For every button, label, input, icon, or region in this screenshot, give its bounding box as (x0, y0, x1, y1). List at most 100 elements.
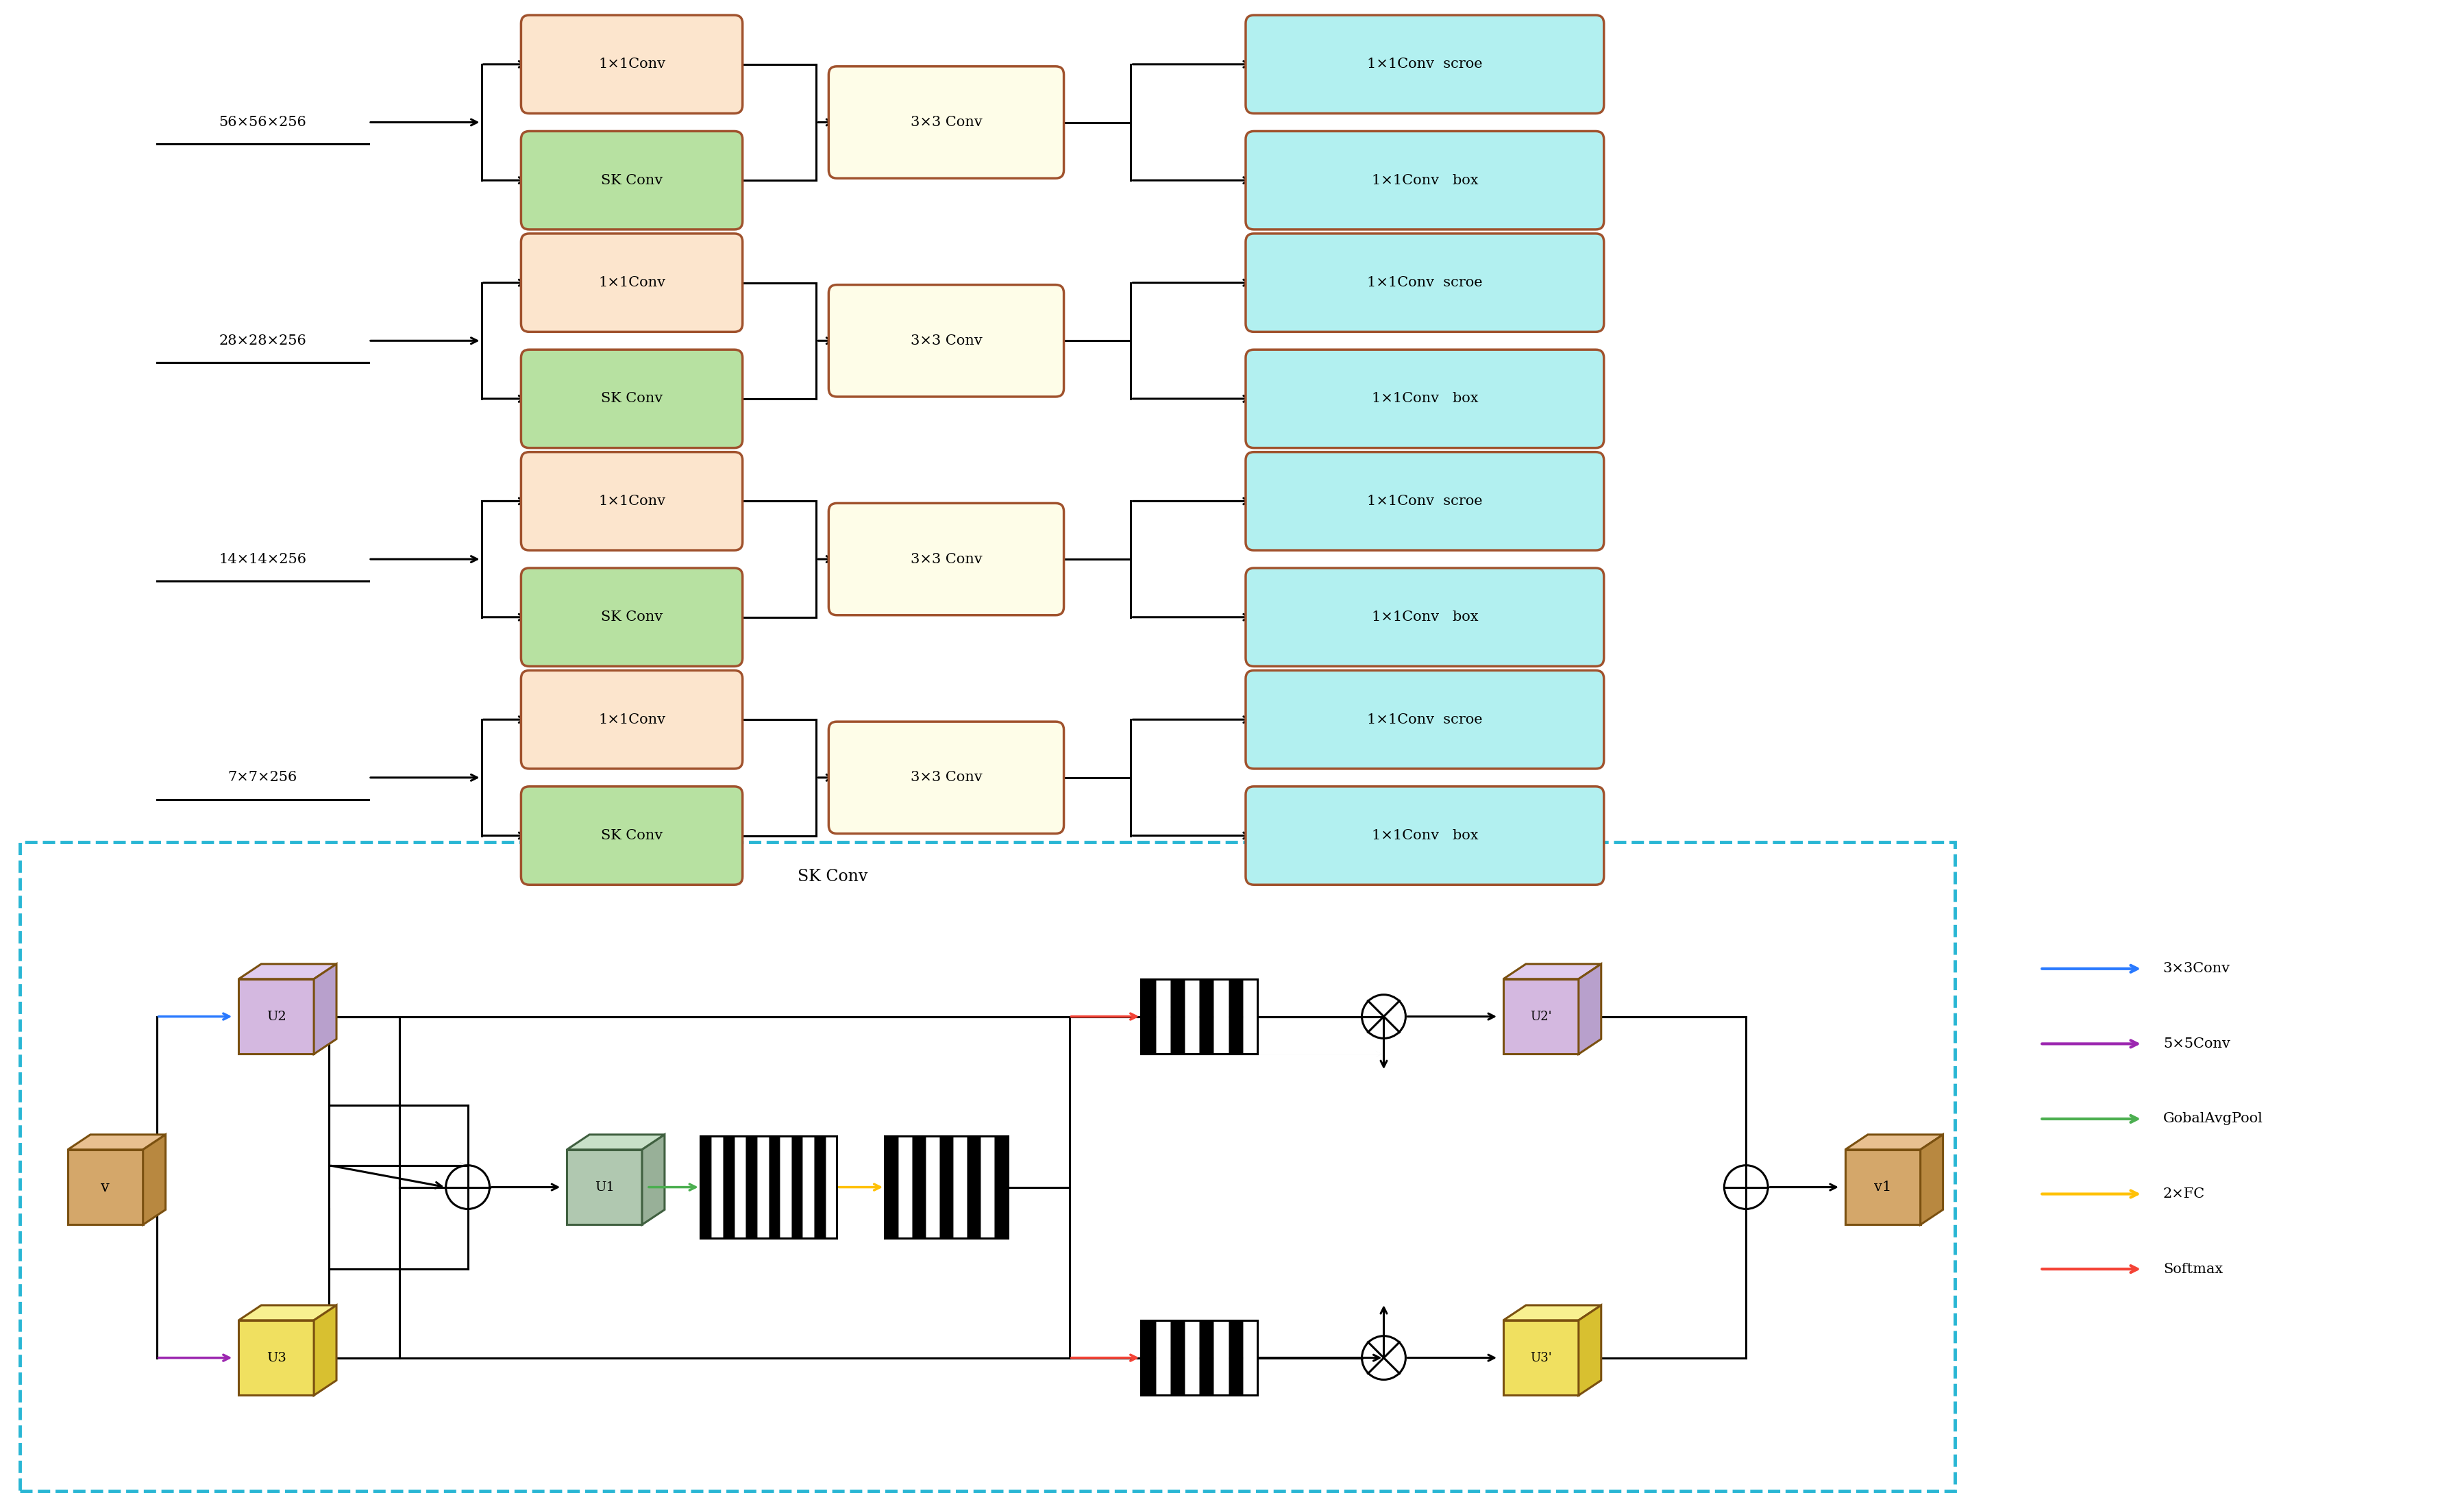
Polygon shape (1503, 979, 1579, 1054)
Polygon shape (313, 1305, 338, 1396)
Polygon shape (567, 1134, 665, 1149)
Polygon shape (567, 1149, 643, 1224)
Bar (813, 1136, 825, 1238)
Bar (1141, 1321, 1156, 1396)
Text: 1×1Conv  scroe: 1×1Conv scroe (1368, 495, 1483, 508)
Polygon shape (239, 1305, 338, 1321)
Bar (1227, 1321, 1242, 1396)
Bar (1141, 979, 1257, 1054)
Text: 1×1Conv   box: 1×1Conv box (1372, 829, 1478, 842)
FancyBboxPatch shape (1247, 15, 1604, 113)
Polygon shape (313, 964, 338, 1054)
Text: U2: U2 (266, 1011, 286, 1023)
Bar (825, 1136, 838, 1238)
Text: U2': U2' (1530, 1011, 1552, 1023)
Bar (734, 1136, 747, 1238)
Text: GobalAvgPool: GobalAvgPool (2163, 1113, 2262, 1125)
Bar (912, 1136, 926, 1238)
Bar (700, 1136, 838, 1238)
Text: SK Conv: SK Conv (601, 611, 663, 624)
FancyBboxPatch shape (1247, 131, 1604, 230)
FancyBboxPatch shape (828, 504, 1064, 615)
Bar (791, 1136, 803, 1238)
Text: U3: U3 (266, 1352, 286, 1364)
Bar (1170, 979, 1185, 1054)
Text: Softmax: Softmax (2163, 1262, 2223, 1275)
Polygon shape (1503, 1305, 1602, 1321)
Text: 1×1Conv: 1×1Conv (599, 277, 665, 289)
FancyBboxPatch shape (520, 131, 742, 230)
Bar (1185, 979, 1200, 1054)
Text: 1×1Conv: 1×1Conv (599, 57, 665, 71)
Text: 28×28×256: 28×28×256 (219, 334, 306, 347)
Bar (700, 1136, 712, 1238)
Text: 1×1Conv   box: 1×1Conv box (1372, 393, 1478, 405)
Bar (1242, 979, 1257, 1054)
FancyBboxPatch shape (828, 722, 1064, 833)
Text: SK Conv: SK Conv (601, 829, 663, 842)
Bar (1141, 979, 1156, 1054)
Polygon shape (1846, 1149, 1919, 1224)
Bar (1227, 979, 1242, 1054)
FancyBboxPatch shape (828, 284, 1064, 397)
Polygon shape (1846, 1134, 1944, 1149)
Text: 1×1Conv  scroe: 1×1Conv scroe (1368, 277, 1483, 289)
Polygon shape (239, 964, 338, 979)
Text: U1: U1 (594, 1181, 614, 1193)
FancyBboxPatch shape (1247, 453, 1604, 550)
Text: 2×FC: 2×FC (2163, 1188, 2205, 1200)
FancyBboxPatch shape (1247, 787, 1604, 884)
Bar (954, 1136, 966, 1238)
Polygon shape (1503, 1321, 1579, 1396)
FancyBboxPatch shape (1247, 349, 1604, 448)
Bar (1215, 979, 1227, 1054)
Bar (769, 1136, 781, 1238)
Bar (1200, 979, 1215, 1054)
Text: 5×5Conv: 5×5Conv (2163, 1038, 2230, 1050)
Text: 1×1Conv  scroe: 1×1Conv scroe (1368, 713, 1483, 726)
Bar (1156, 1321, 1170, 1396)
Text: 3×3 Conv: 3×3 Conv (909, 772, 983, 784)
Polygon shape (143, 1134, 165, 1224)
FancyBboxPatch shape (520, 349, 742, 448)
FancyBboxPatch shape (520, 787, 742, 884)
FancyBboxPatch shape (1247, 671, 1604, 769)
Text: 1×1Conv  scroe: 1×1Conv scroe (1368, 57, 1483, 71)
FancyBboxPatch shape (1247, 569, 1604, 666)
Polygon shape (239, 1321, 313, 1396)
Bar (939, 1136, 954, 1238)
Text: SK Conv: SK Conv (798, 869, 867, 884)
Polygon shape (643, 1134, 665, 1224)
Bar (1185, 1321, 1200, 1396)
Polygon shape (1579, 1305, 1602, 1396)
Text: 3×3 Conv: 3×3 Conv (909, 334, 983, 347)
Text: SK Conv: SK Conv (601, 174, 663, 186)
Bar (747, 1136, 756, 1238)
Bar (885, 1136, 899, 1238)
Text: 1×1Conv   box: 1×1Conv box (1372, 174, 1478, 186)
Text: v1: v1 (1875, 1181, 1892, 1194)
Bar (1170, 1321, 1185, 1396)
Bar (756, 1136, 769, 1238)
Bar (712, 1136, 722, 1238)
Text: 1×1Conv: 1×1Conv (599, 713, 665, 726)
Bar (722, 1136, 734, 1238)
Bar (1200, 1321, 1215, 1396)
Bar (899, 1136, 912, 1238)
Text: 3×3Conv: 3×3Conv (2163, 963, 2230, 975)
Polygon shape (1503, 964, 1602, 979)
Bar (993, 1136, 1008, 1238)
FancyBboxPatch shape (520, 233, 742, 332)
FancyBboxPatch shape (520, 671, 742, 769)
Polygon shape (69, 1134, 165, 1149)
FancyBboxPatch shape (1247, 233, 1604, 332)
Text: 3×3 Conv: 3×3 Conv (909, 116, 983, 129)
Bar (966, 1136, 981, 1238)
Text: U3': U3' (1530, 1352, 1552, 1364)
FancyBboxPatch shape (520, 15, 742, 113)
Text: 7×7×256: 7×7×256 (229, 772, 298, 784)
Bar (981, 1136, 993, 1238)
Polygon shape (69, 1149, 143, 1224)
Text: v: v (101, 1179, 111, 1194)
Polygon shape (239, 979, 313, 1054)
